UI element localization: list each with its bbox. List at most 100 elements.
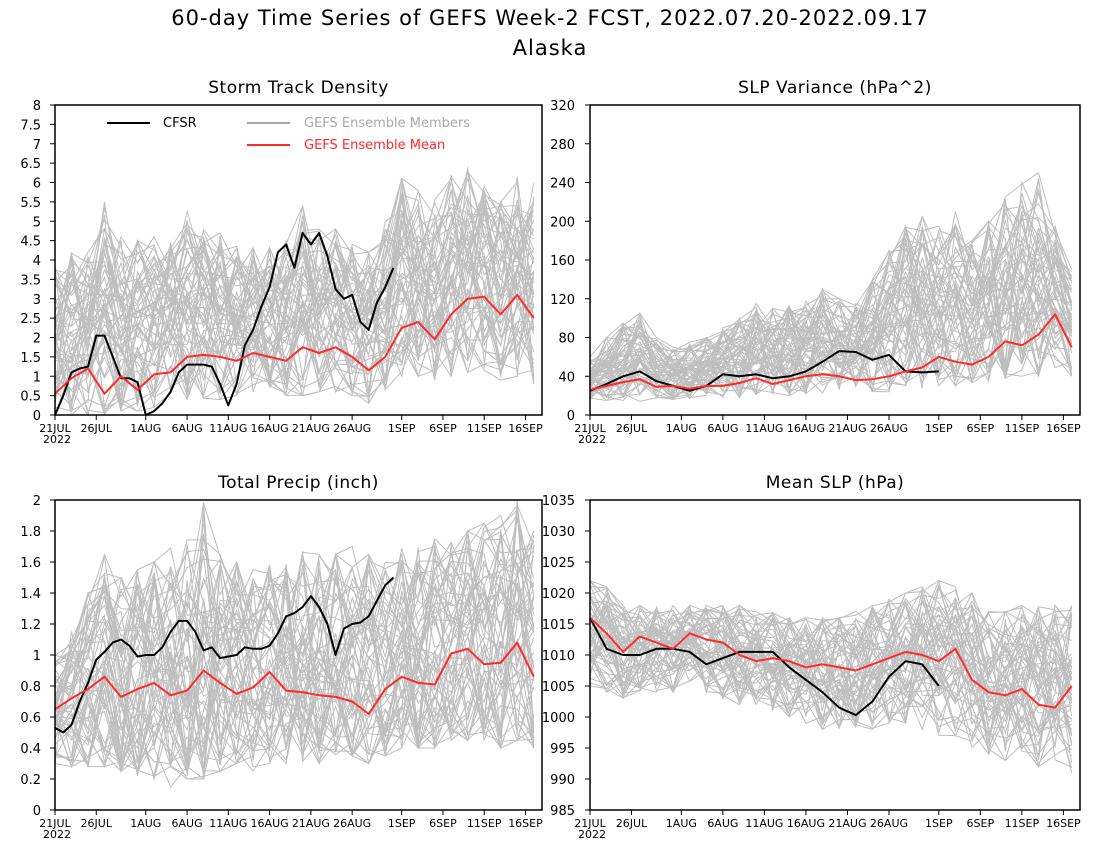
x-tick-label: 26AUG (333, 817, 371, 830)
y-tick-label: 1 (33, 649, 41, 664)
ensemble-member-line (54, 275, 535, 403)
y-tick-label: 1.8 (20, 525, 41, 540)
x-tick-label: 26JUL (81, 817, 113, 830)
ensemble-member-line (589, 245, 1073, 392)
x-tick-label: 11SEP (1005, 422, 1040, 435)
x-tick-label: 6SEP (429, 817, 457, 830)
x-year-label: 2022 (578, 433, 606, 446)
x-tick-label: 21AUG (292, 422, 330, 435)
ensemble-member-line (589, 223, 1073, 367)
y-tick-label: 6.5 (20, 157, 41, 172)
chart-title: Total Precip (inch) (217, 473, 379, 493)
ensemble-member-line (589, 580, 1073, 682)
cfsr-line (54, 576, 395, 734)
legend-cfsr-label: CFSR (163, 116, 197, 131)
page-subtitle: Alaska (512, 36, 588, 60)
ensemble-member-line (54, 573, 535, 781)
y-tick-label: 0.6 (20, 711, 41, 726)
ensemble-member-line (54, 238, 535, 406)
x-tick-label: 16AUG (251, 422, 289, 435)
ensemble-member-line (589, 616, 1072, 723)
ensemble-member-line (54, 204, 535, 349)
ensemble-members (54, 167, 535, 417)
ensemble-member-line (54, 532, 535, 705)
ensemble-member-line (54, 253, 535, 416)
y-tick-label: 5 (33, 215, 41, 230)
x-tick-label: 1AUG (130, 422, 161, 435)
chart-panel-2: SLP Variance (hPa^2) 0 40 80 120 160 200 240 280… (550, 78, 1081, 446)
legend-mean-label: GEFS Ensemble Mean (304, 138, 445, 153)
chart-title: Mean SLP (hPa) (766, 473, 905, 493)
y-tick-label: 160 (550, 254, 575, 269)
ensemble-member-line (589, 611, 1072, 731)
ensemble-member-line (589, 663, 1072, 768)
x-tick-label: 21AUG (292, 817, 330, 830)
ensemble-members (589, 579, 1073, 773)
ensemble-members (589, 171, 1073, 402)
x-year-label: 2022 (43, 433, 71, 446)
ensemble-member-line (589, 608, 1073, 744)
y-tick-label: 1000 (542, 711, 575, 726)
ensemble-members (54, 500, 535, 788)
ensemble-member-line (589, 178, 1073, 391)
y-tick-label: 1005 (542, 680, 575, 695)
y-tick-label: 1030 (542, 525, 575, 540)
y-tick-label: 200 (550, 215, 575, 230)
ensemble-member-line (54, 203, 535, 380)
x-tick-label: 6SEP (429, 422, 457, 435)
y-tick-label: 7.5 (20, 118, 41, 133)
y-tick-label: 1020 (542, 587, 575, 602)
x-tick-label: 16AUG (251, 817, 289, 830)
ensemble-member-line (589, 603, 1072, 684)
legend: CFSR GEFS Ensemble Members GEFS Ensemble M… (107, 116, 470, 153)
ensemble-member-line (589, 599, 1073, 704)
ensemble-member-line (589, 178, 1072, 395)
x-tick-label: 16SEP (508, 422, 543, 435)
ensemble-member-line (54, 547, 535, 762)
x-tick-label: 6AUG (172, 422, 203, 435)
ensemble-member-line (54, 543, 535, 763)
y-tick-label: 5.5 (20, 196, 41, 211)
y-tick-label: 320 (550, 99, 575, 114)
x-tick-label: 6AUG (172, 817, 203, 830)
y-tick-label: 1.5 (20, 351, 41, 366)
ensemble-mean-line (589, 313, 1073, 391)
ensemble-member-line (54, 534, 535, 769)
x-tick-label: 6SEP (967, 422, 995, 435)
x-tick-label: 16SEP (1046, 422, 1081, 435)
y-tick-label: 1015 (542, 618, 575, 633)
ensemble-member-line (589, 272, 1073, 399)
y-tick-label: 1.6 (20, 556, 41, 571)
x-year-label: 2022 (43, 828, 71, 841)
y-tick-label: 985 (550, 804, 575, 819)
y-tick-label: 1.4 (20, 587, 41, 602)
x-tick-label: 11SEP (1005, 817, 1040, 830)
ensemble-member-line (54, 196, 535, 414)
ensemble-member-line (54, 247, 534, 416)
ensemble-member-line (54, 554, 535, 774)
y-tick-label: 990 (550, 773, 575, 788)
legend-members-label: GEFS Ensemble Members (304, 116, 470, 131)
y-tick-label: 2.5 (20, 312, 41, 327)
x-tick-label: 11AUG (209, 817, 247, 830)
ensemble-member-line (589, 599, 1073, 730)
x-tick-label: 26JUL (616, 422, 648, 435)
x-tick-label: 11AUG (745, 422, 783, 435)
x-tick-label: 26JUL (616, 817, 648, 830)
ensemble-member-line (589, 230, 1073, 402)
x-tick-label: 26JUL (81, 422, 113, 435)
ensemble-member-line (54, 171, 535, 346)
x-tick-label: 16AUG (787, 422, 825, 435)
x-tick-label: 16SEP (508, 817, 543, 830)
ensemble-member-line (54, 523, 535, 748)
ensemble-member-line (54, 564, 534, 774)
y-tick-label: 0 (33, 804, 41, 819)
ensemble-member-line (589, 580, 1072, 726)
y-tick-label: 8 (33, 99, 41, 114)
x-tick-label: 1AUG (130, 817, 161, 830)
y-tick-label: 1035 (542, 494, 575, 509)
x-tick-label: 11SEP (467, 817, 502, 830)
y-tick-label: 240 (550, 177, 575, 192)
x-tick-label: 21JUL (39, 422, 71, 435)
ensemble-member-line (54, 545, 534, 775)
